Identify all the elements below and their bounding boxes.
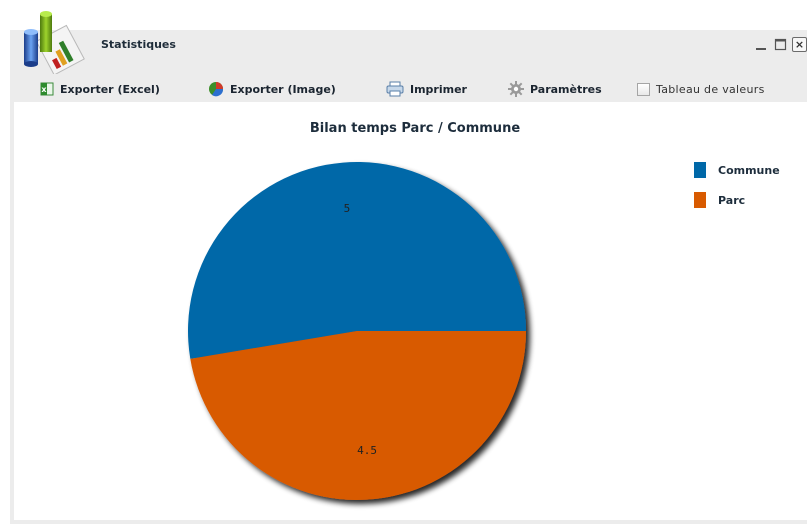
pie-slice-value-label: 5	[343, 201, 351, 215]
value-table-label: Tableau de valeurs	[656, 82, 765, 96]
chart-legend: Commune Parc	[694, 162, 780, 222]
printer-icon	[386, 81, 404, 97]
close-button[interactable]: ×	[792, 37, 807, 52]
value-table-checkbox[interactable]	[637, 82, 650, 96]
minimize-button[interactable]	[754, 37, 769, 52]
excel-icon: x	[40, 82, 54, 96]
export-excel-label: Exporter (Excel)	[60, 82, 160, 96]
gear-icon	[508, 81, 524, 97]
window-title: Statistiques	[101, 38, 176, 51]
chart-title: Bilan temps Parc / Commune	[309, 121, 521, 136]
svg-text:x: x	[41, 85, 47, 94]
legend-item-commune[interactable]: Commune	[694, 162, 780, 178]
export-image-label: Exporter (Image)	[230, 82, 336, 96]
export-excel-button[interactable]: x Exporter (Excel)	[40, 80, 160, 98]
legend-item-parc[interactable]: Parc	[694, 192, 780, 208]
toolbar: x Exporter (Excel) Exporter (Image) Impr…	[40, 80, 807, 100]
legend-swatch	[694, 192, 706, 208]
window-controls: ×	[754, 37, 807, 52]
pie-chart-icon	[209, 82, 224, 97]
close-icon: ×	[794, 38, 805, 51]
value-table-toggle[interactable]: Tableau de valeurs	[637, 80, 765, 98]
legend-label: Parc	[718, 193, 746, 207]
statistics-logo-icon	[24, 11, 85, 74]
pie-slice-value-label: 4.5	[357, 444, 377, 458]
maximize-button[interactable]	[773, 37, 788, 52]
chart-panel	[14, 102, 807, 520]
settings-label: Paramètres	[530, 82, 602, 96]
settings-button[interactable]: Paramètres	[508, 80, 602, 98]
legend-swatch	[694, 162, 706, 178]
legend-label: Commune	[718, 163, 780, 177]
minimize-icon	[756, 48, 766, 50]
export-image-button[interactable]: Exporter (Image)	[208, 80, 336, 98]
maximize-icon	[774, 38, 787, 51]
print-button[interactable]: Imprimer	[386, 80, 467, 98]
print-label: Imprimer	[410, 82, 467, 96]
